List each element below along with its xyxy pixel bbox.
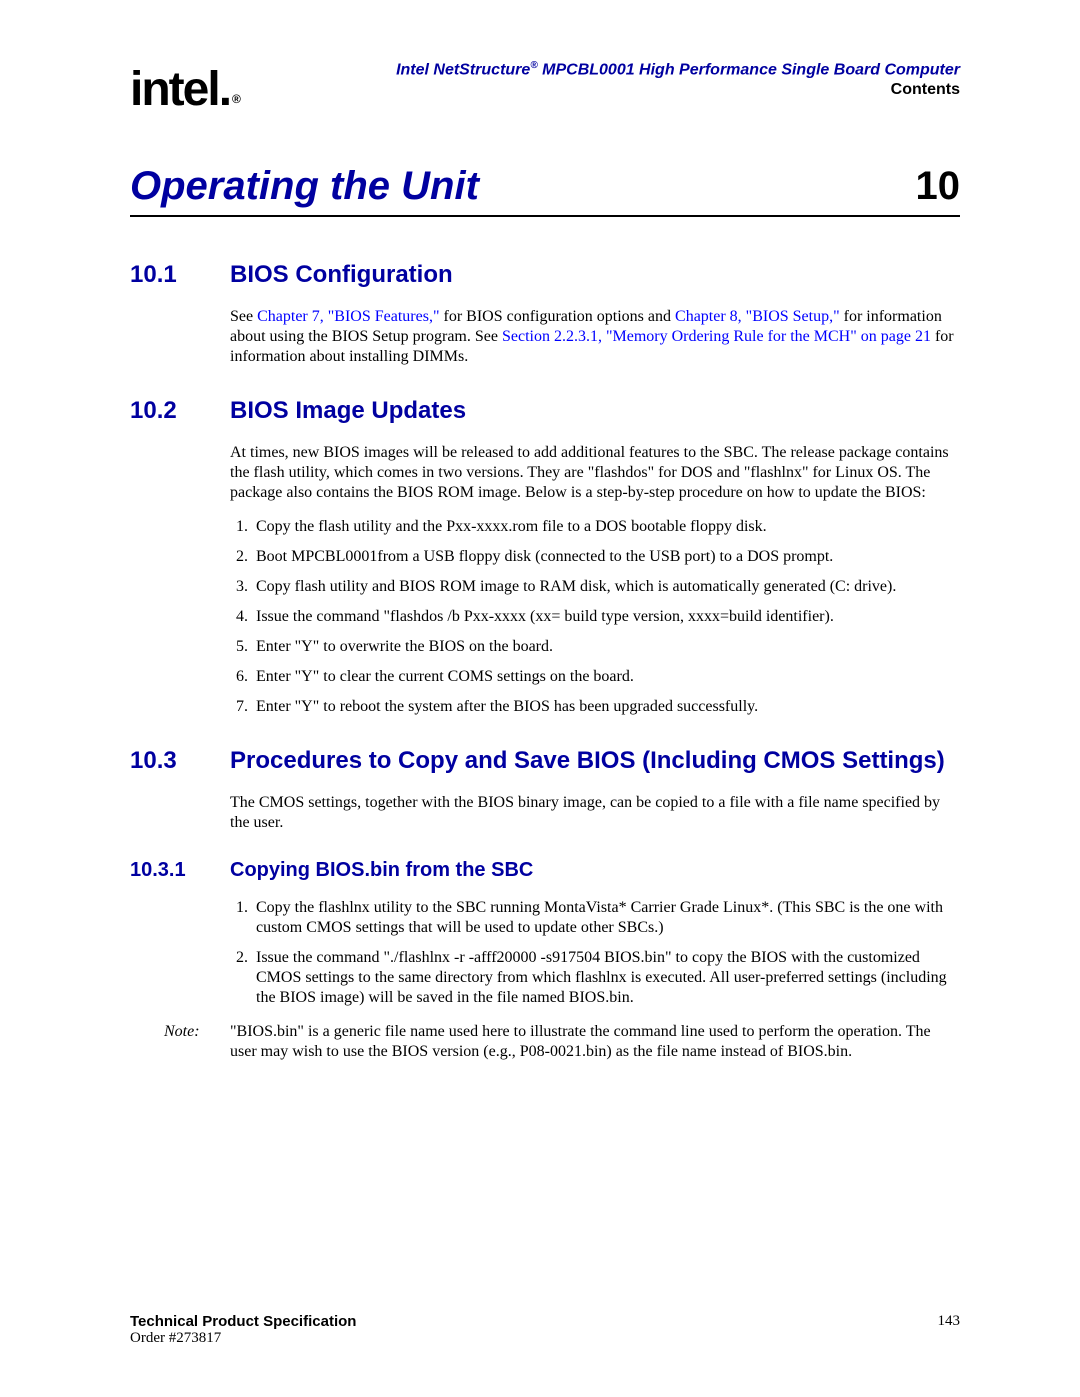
list-item: Boot MPCBL0001from a USB floppy disk (co… <box>252 547 960 567</box>
section-title: BIOS Configuration <box>230 261 453 289</box>
section-10-2-heading: 10.2 BIOS Image Updates <box>130 397 960 425</box>
section-number: 10.2 <box>130 397 230 425</box>
page-footer: Technical Product Specification Order #2… <box>130 1313 960 1347</box>
list-item: Issue the command "./flashlnx -r -afff20… <box>252 948 960 1008</box>
page: intel.® Intel NetStructure® MPCBL0001 Hi… <box>0 0 1080 1397</box>
list-item: Issue the command "flashdos /b Pxx-xxxx … <box>252 607 960 627</box>
note: Note: "BIOS.bin" is a generic file name … <box>164 1022 960 1062</box>
chapter-heading: Operating the Unit 10 <box>130 164 960 217</box>
section-10-3-heading: 10.3 Procedures to Copy and Save BIOS (I… <box>130 747 960 775</box>
paragraph: At times, new BIOS images will be releas… <box>230 443 960 503</box>
footer-page-number: 143 <box>938 1313 961 1330</box>
note-label: Note: <box>164 1022 230 1062</box>
list-item: Copy the flash utility and the Pxx-xxxx.… <box>252 517 960 537</box>
header-contents[interactable]: Contents <box>237 81 960 99</box>
footer-left: Technical Product Specification Order #2… <box>130 1313 356 1347</box>
footer-tps: Technical Product Specification <box>130 1313 356 1330</box>
link-section-2231[interactable]: Section 2.2.3.1, "Memory Ordering Rule f… <box>502 328 931 345</box>
subsection-number: 10.3.1 <box>130 859 230 882</box>
header-product: Intel NetStructure® MPCBL0001 High Perfo… <box>237 60 960 79</box>
intel-logo: intel.® <box>130 60 237 114</box>
chapter-number: 10 <box>916 164 961 209</box>
chapter-title: Operating the Unit <box>130 164 479 209</box>
section-title: BIOS Image Updates <box>230 397 466 425</box>
section-10-2-body: At times, new BIOS images will be releas… <box>230 443 960 717</box>
section-number: 10.1 <box>130 261 230 289</box>
steps-list: Copy the flash utility and the Pxx-xxxx.… <box>230 517 960 717</box>
paragraph: The CMOS settings, together with the BIO… <box>230 793 960 833</box>
link-chapter-7[interactable]: Chapter 7, "BIOS Features," <box>257 308 439 325</box>
section-10-1-heading: 10.1 BIOS Configuration <box>130 261 960 289</box>
list-item: Enter "Y" to clear the current COMS sett… <box>252 667 960 687</box>
page-header: intel.® Intel NetStructure® MPCBL0001 Hi… <box>130 60 960 114</box>
section-number: 10.3 <box>130 747 230 775</box>
list-item: Enter "Y" to reboot the system after the… <box>252 697 960 717</box>
list-item: Copy flash utility and BIOS ROM image to… <box>252 577 960 597</box>
section-title: Procedures to Copy and Save BIOS (Includ… <box>230 747 945 775</box>
section-10-1-body: See Chapter 7, "BIOS Features," for BIOS… <box>230 307 960 367</box>
footer-order: Order #273817 <box>130 1330 356 1347</box>
note-body: "BIOS.bin" is a generic file name used h… <box>230 1022 960 1062</box>
list-item: Copy the flashlnx utility to the SBC run… <box>252 898 960 938</box>
section-10-3-1-heading: 10.3.1 Copying BIOS.bin from the SBC <box>130 859 960 882</box>
header-text: Intel NetStructure® MPCBL0001 High Perfo… <box>237 60 960 99</box>
link-chapter-8[interactable]: Chapter 8, "BIOS Setup," <box>675 308 840 325</box>
section-10-3-body: The CMOS settings, together with the BIO… <box>230 793 960 833</box>
steps-list: Copy the flashlnx utility to the SBC run… <box>230 898 960 1008</box>
list-item: Enter "Y" to overwrite the BIOS on the b… <box>252 637 960 657</box>
subsection-title: Copying BIOS.bin from the SBC <box>230 859 533 882</box>
paragraph: See Chapter 7, "BIOS Features," for BIOS… <box>230 307 960 367</box>
section-10-3-1-body: Copy the flashlnx utility to the SBC run… <box>230 898 960 1008</box>
